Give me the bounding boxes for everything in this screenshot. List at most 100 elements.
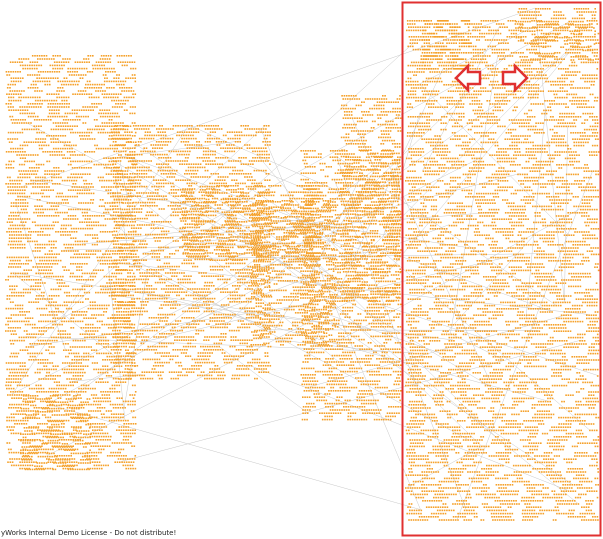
graph-node [17, 352, 20, 355]
graph-node [105, 55, 107, 57]
graph-node [50, 103, 52, 105]
graph-node [16, 371, 18, 374]
graph-node [23, 371, 25, 374]
graph-node [78, 314, 80, 316]
graph-node [24, 401, 27, 403]
graph-node [265, 150, 268, 153]
graph-node [259, 153, 261, 156]
graph-node [94, 426, 96, 428]
graph-node [30, 231, 32, 233]
graph-node [29, 291, 31, 294]
graph-node [168, 160, 170, 162]
graph-node [116, 205, 119, 207]
graph-node [65, 301, 68, 303]
graph-node [29, 343, 31, 345]
graph-node [129, 202, 131, 204]
graph-node [195, 137, 197, 140]
graph-node [130, 355, 133, 358]
graph-node [81, 167, 83, 169]
graph-node [104, 359, 106, 361]
graph-node [148, 134, 151, 137]
graph-node [161, 147, 163, 149]
graph-node [76, 67, 79, 70]
graph-node [48, 295, 51, 297]
graph-node [41, 141, 44, 143]
graph-node [13, 403, 16, 406]
graph-edge [218, 345, 308, 413]
graph-edge [223, 55, 508, 327]
graph-node [72, 215, 74, 217]
graph-node [44, 99, 46, 102]
graph-node [100, 103, 102, 105]
graph-node [55, 173, 58, 175]
graph-node [218, 137, 220, 140]
graph-node [40, 432, 43, 435]
graph-node [88, 291, 91, 294]
graph-node [131, 202, 134, 204]
graph-node [48, 411, 51, 413]
graph-node [17, 205, 20, 207]
graph-node [13, 288, 16, 291]
graph-node [71, 80, 73, 83]
graph-node [14, 330, 16, 332]
graph-node [79, 243, 82, 246]
graph-node [10, 218, 12, 220]
graph-node [100, 381, 102, 383]
graph-node [19, 384, 21, 387]
graph-node [22, 77, 24, 79]
graph-node [218, 128, 221, 130]
graph-node [145, 137, 148, 140]
graph-node [62, 464, 64, 467]
graph-node [231, 166, 234, 169]
graph-node [78, 275, 81, 278]
graph-node [120, 99, 122, 102]
graph-node [78, 176, 81, 179]
graph-node [40, 77, 43, 79]
graph-node [169, 169, 171, 172]
graph-node [97, 397, 99, 399]
graph-node [244, 144, 246, 146]
graph-node [57, 87, 59, 89]
graph-node [68, 433, 71, 435]
graph-node [133, 346, 135, 348]
graph-node [25, 183, 28, 185]
graph-node [60, 407, 62, 410]
graph-node [93, 106, 96, 108]
graph-node [44, 362, 47, 364]
graph-node [112, 234, 114, 236]
graph-node [63, 291, 66, 294]
graph-node [10, 243, 12, 246]
graph-node [9, 138, 12, 140]
graph-node [102, 439, 104, 441]
graph-node [53, 423, 55, 426]
graph-node [118, 391, 121, 393]
graph-node [63, 250, 65, 252]
graph-node [110, 410, 112, 412]
graph-node [68, 231, 71, 233]
graph-node [46, 208, 49, 211]
graph-node [127, 442, 130, 444]
graph-node [162, 134, 165, 137]
graph-node [48, 224, 51, 227]
graph-node [123, 426, 125, 428]
graph-node [130, 435, 132, 438]
graph-node [110, 138, 112, 140]
graph-node [196, 144, 198, 146]
graph-node [69, 67, 72, 70]
graph-node [73, 449, 75, 451]
graph-node [41, 307, 43, 310]
graph-node [19, 272, 22, 275]
graph-node [93, 458, 95, 460]
graph-node [134, 74, 136, 76]
graph-node [43, 247, 46, 249]
graph-node [122, 448, 125, 451]
graph-node [96, 426, 98, 428]
graph-node [88, 443, 91, 445]
graph-node [73, 253, 76, 255]
graph-node [95, 416, 98, 419]
graph-node [22, 433, 24, 435]
graph-node [48, 371, 50, 374]
graph-node [19, 375, 22, 377]
graph-node [12, 109, 15, 111]
